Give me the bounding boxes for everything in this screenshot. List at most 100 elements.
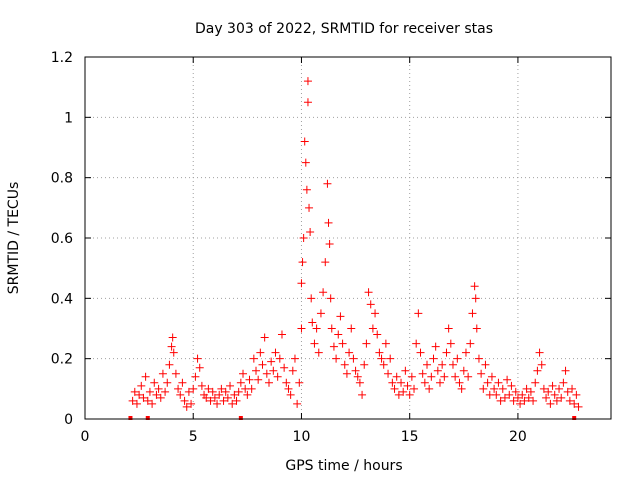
data-point (204, 384, 213, 393)
data-point (529, 396, 538, 405)
chart-title: Day 303 of 2022, SRMTID for receiver sta… (195, 21, 493, 37)
data-point (295, 378, 304, 387)
data-point (399, 387, 408, 396)
data-point (568, 384, 577, 393)
data-point (308, 318, 317, 327)
data-point (323, 179, 332, 188)
data-point (290, 354, 299, 363)
data-point (332, 354, 341, 363)
data-point (347, 324, 356, 333)
data-point (187, 399, 196, 408)
data-point (544, 387, 553, 396)
data-point (154, 384, 163, 393)
data-point (472, 324, 481, 333)
data-point (277, 330, 286, 339)
y-tick-label: 0.8 (51, 171, 73, 187)
data-point (522, 384, 531, 393)
data-point (139, 393, 148, 402)
data-point (273, 372, 282, 381)
data-point (132, 399, 141, 408)
data-point (427, 372, 436, 381)
data-point (364, 288, 373, 297)
data-point (455, 378, 464, 387)
data-point (440, 372, 449, 381)
data-point (535, 348, 544, 357)
data-point (210, 393, 219, 402)
data-point (239, 369, 248, 378)
data-point (464, 372, 473, 381)
data-point (379, 360, 388, 369)
x-tick-label: 0 (81, 429, 90, 445)
data-point (189, 384, 198, 393)
data-point (494, 378, 503, 387)
data-point (334, 330, 343, 339)
data-point (366, 300, 375, 309)
data-point (128, 396, 137, 405)
data-point (305, 203, 314, 212)
data-point (307, 294, 316, 303)
data-point (557, 393, 566, 402)
data-point (490, 384, 499, 393)
data-point (570, 399, 579, 408)
data-point (471, 294, 480, 303)
data-point (282, 378, 291, 387)
data-point (384, 369, 393, 378)
data-point (518, 390, 527, 399)
data-point (213, 399, 222, 408)
y-tick-label: 0.4 (51, 291, 73, 307)
data-point (394, 390, 403, 399)
data-point (407, 372, 416, 381)
data-point (338, 339, 347, 348)
data-point (487, 372, 496, 381)
data-point (500, 393, 509, 402)
data-point (520, 396, 529, 405)
data-point (429, 354, 438, 363)
data-point (468, 309, 477, 318)
data-point (524, 393, 533, 402)
data-point (329, 342, 338, 351)
data-point (206, 396, 215, 405)
y-tick-label: 0.6 (51, 231, 73, 247)
data-point (137, 381, 146, 390)
data-point (453, 354, 462, 363)
data-point (256, 348, 265, 357)
data-point (254, 375, 263, 384)
data-point (219, 396, 228, 405)
data-point (509, 396, 518, 405)
data-point (171, 369, 180, 378)
data-point (505, 390, 514, 399)
y-axis-label: SRMTID / TECUs (6, 182, 22, 295)
data-point (324, 218, 333, 227)
data-point (301, 158, 310, 167)
data-point (565, 396, 574, 405)
y-tick-label: 1 (64, 110, 73, 126)
x-tick-label: 15 (401, 429, 419, 445)
x-tick-label: 5 (189, 429, 198, 445)
data-point (459, 366, 468, 375)
data-point (360, 360, 369, 369)
data-point (243, 390, 252, 399)
data-point (221, 387, 230, 396)
y-tick-label: 0.2 (51, 352, 73, 368)
data-point (163, 378, 172, 387)
data-point (327, 324, 336, 333)
data-point (479, 384, 488, 393)
data-point (176, 390, 185, 399)
data-point (412, 339, 421, 348)
data-point (503, 375, 512, 384)
data-point (280, 363, 289, 372)
data-point (302, 185, 311, 194)
data-point (143, 396, 152, 405)
data-point (438, 360, 447, 369)
data-point (531, 378, 540, 387)
data-point (511, 387, 520, 396)
data-point (498, 384, 507, 393)
data-point (451, 372, 460, 381)
data-point (161, 387, 170, 396)
data-point (284, 384, 293, 393)
data-point (461, 348, 470, 357)
data-point (262, 369, 271, 378)
data-point (373, 330, 382, 339)
data-point (353, 372, 362, 381)
data-point (483, 378, 492, 387)
